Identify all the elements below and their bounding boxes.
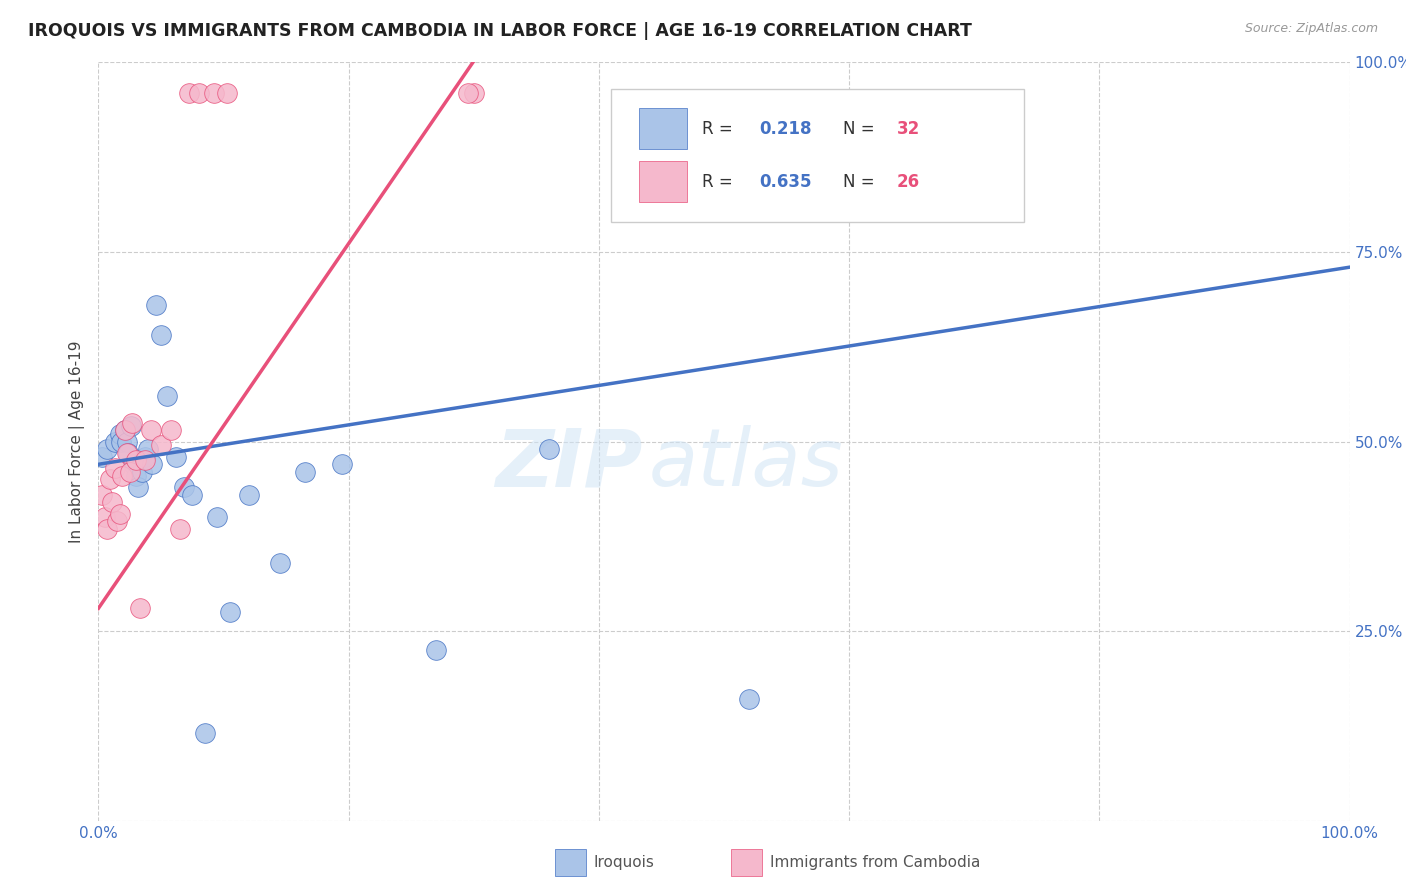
Point — [125, 468, 148, 483]
Point — [111, 468, 134, 483]
Point — [104, 461, 127, 475]
Point — [141, 458, 163, 472]
Point — [156, 389, 179, 403]
Point — [217, 86, 239, 100]
Bar — [638, 108, 686, 150]
Point — [108, 427, 131, 442]
Point — [145, 298, 167, 312]
Point — [202, 86, 225, 100]
Point — [169, 522, 191, 536]
Point — [463, 86, 485, 100]
Point — [238, 487, 260, 501]
Point — [177, 86, 200, 100]
Point — [125, 453, 148, 467]
Point — [91, 487, 114, 501]
Point — [115, 434, 138, 449]
Point — [121, 416, 143, 430]
Point — [139, 423, 162, 437]
Text: Iroquois: Iroquois — [593, 855, 654, 870]
Text: Immigrants from Cambodia: Immigrants from Cambodia — [770, 855, 981, 870]
Text: R =: R = — [702, 120, 738, 138]
Point — [91, 450, 114, 464]
Point — [127, 480, 149, 494]
Bar — [638, 161, 686, 202]
Point — [332, 458, 354, 472]
Point — [115, 446, 138, 460]
Point — [218, 605, 240, 619]
Point — [104, 434, 127, 449]
Point — [150, 328, 173, 343]
Point — [738, 692, 761, 706]
Point — [96, 522, 118, 536]
Point — [150, 438, 173, 452]
Point — [122, 458, 145, 472]
Text: IROQUOIS VS IMMIGRANTS FROM CAMBODIA IN LABOR FORCE | AGE 16-19 CORRELATION CHAR: IROQUOIS VS IMMIGRANTS FROM CAMBODIA IN … — [28, 22, 972, 40]
Point — [138, 442, 160, 457]
Point — [128, 601, 150, 615]
Text: R =: R = — [702, 173, 738, 192]
Point — [117, 446, 139, 460]
Text: 26: 26 — [897, 173, 920, 192]
Text: N =: N = — [844, 120, 880, 138]
Point — [173, 480, 195, 494]
Point — [134, 450, 156, 464]
Point — [131, 465, 153, 479]
Point — [160, 423, 183, 437]
Text: 0.218: 0.218 — [759, 120, 811, 138]
Text: Source: ZipAtlas.com: Source: ZipAtlas.com — [1244, 22, 1378, 36]
Point — [187, 86, 209, 100]
Point — [98, 473, 121, 487]
Point — [108, 507, 131, 521]
FancyBboxPatch shape — [612, 89, 1025, 221]
Point — [425, 643, 447, 657]
Text: 0.635: 0.635 — [759, 173, 811, 192]
Point — [118, 465, 141, 479]
Point — [120, 419, 142, 434]
Point — [105, 514, 128, 528]
Point — [269, 556, 291, 570]
Point — [181, 487, 204, 501]
Point — [194, 726, 217, 740]
Text: atlas: atlas — [650, 425, 844, 503]
Point — [110, 434, 132, 449]
Point — [207, 510, 229, 524]
Point — [294, 465, 316, 479]
Point — [165, 450, 187, 464]
Point — [537, 442, 560, 457]
Text: N =: N = — [844, 173, 880, 192]
Point — [114, 423, 136, 437]
Text: 32: 32 — [897, 120, 920, 138]
Point — [96, 442, 118, 457]
Text: ZIP: ZIP — [495, 425, 643, 503]
Point — [114, 423, 136, 437]
Y-axis label: In Labor Force | Age 16-19: In Labor Force | Age 16-19 — [69, 340, 84, 543]
Point — [93, 510, 115, 524]
Point — [134, 453, 156, 467]
Point — [101, 495, 124, 509]
Point — [457, 86, 479, 100]
